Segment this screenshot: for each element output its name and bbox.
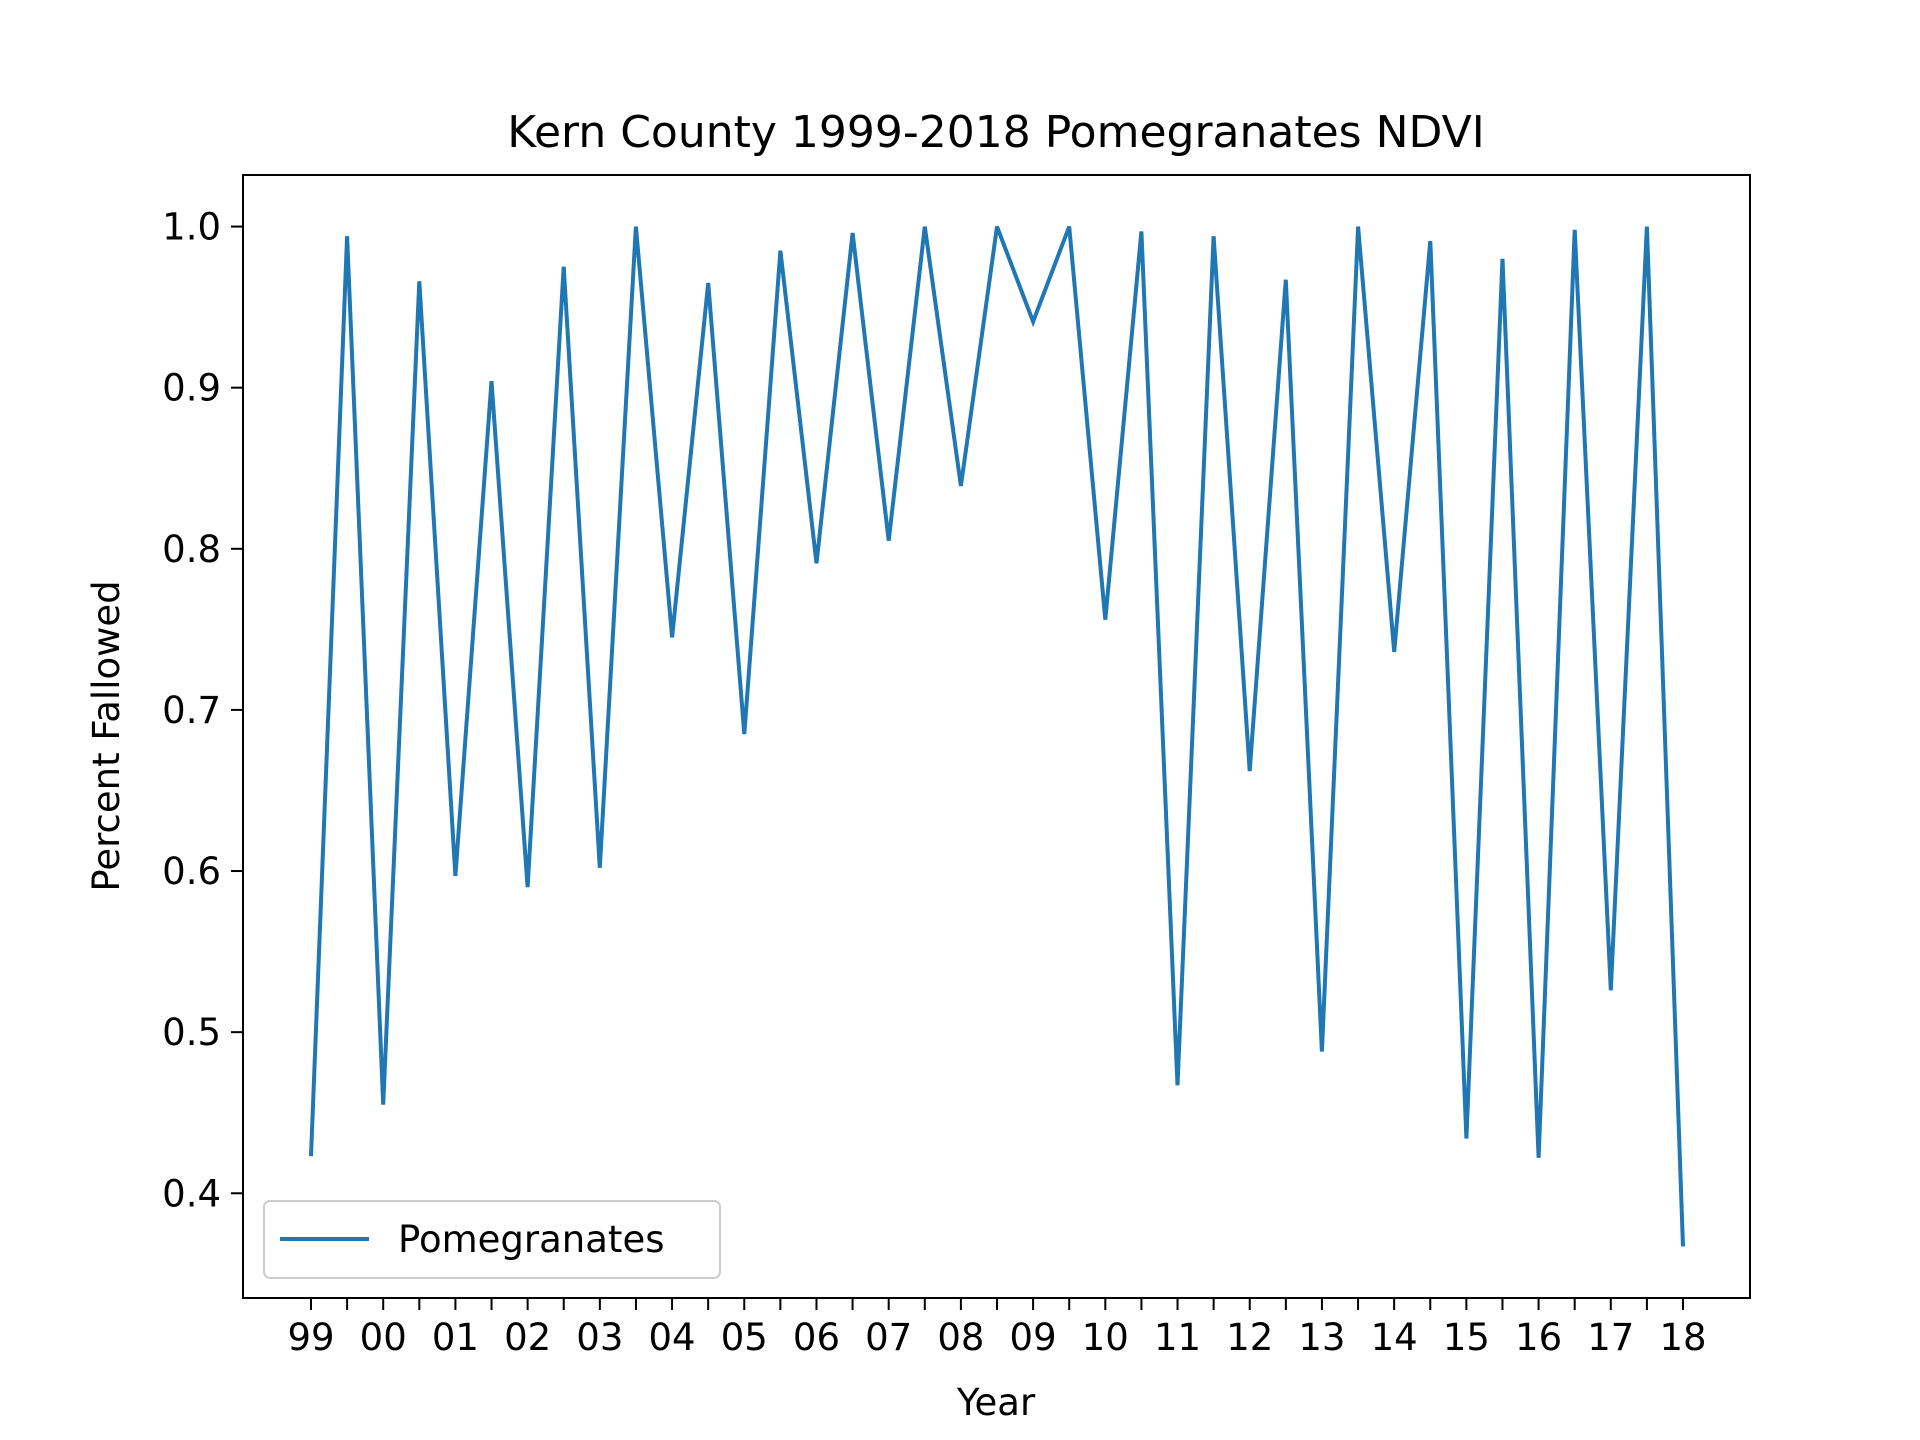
x-tick-label: 18	[1659, 1316, 1706, 1359]
y-axis: 0.4 0.5 0.6 0.7 0.8 0.9 1.0	[162, 206, 243, 1215]
y-tick-label: 0.5	[162, 1011, 221, 1054]
x-tick-label: 12	[1226, 1316, 1273, 1359]
x-tick-label: 17	[1587, 1316, 1634, 1359]
chart-title: Kern County 1999-2018 Pomegranates NDVI	[507, 107, 1484, 158]
y-tick-label: 0.9	[162, 367, 221, 410]
x-tick-label: 08	[937, 1316, 984, 1359]
x-tick-label: 05	[721, 1316, 768, 1359]
x-tick-label: 99	[287, 1316, 334, 1359]
x-tick-label: 13	[1298, 1316, 1345, 1359]
x-tick-label: 02	[504, 1316, 551, 1359]
x-axis: 99 00 01 02 03 04 05 06 07 08 09 10 11 12 13 14 15 16 17 18	[287, 1298, 1707, 1359]
y-tick-label: 0.8	[162, 528, 221, 571]
y-tick-label: 0.4	[162, 1172, 221, 1215]
y-tick-label: 0.6	[162, 850, 221, 893]
x-tick-label: 09	[1010, 1316, 1057, 1359]
x-tick-label: 04	[649, 1316, 696, 1359]
legend-box	[263, 1200, 721, 1279]
x-tick-label: 01	[432, 1316, 479, 1359]
y-axis-label: Percent Fallowed	[85, 580, 128, 891]
x-tick-label: 00	[360, 1316, 407, 1359]
legend-label-pomegranates: Pomegranates	[398, 1218, 664, 1261]
x-tick-label: 03	[576, 1316, 623, 1359]
x-tick-label: 06	[793, 1316, 840, 1359]
x-axis-label: Year	[956, 1381, 1036, 1424]
axes-frame	[242, 174, 1751, 1299]
y-tick-label: 1.0	[162, 206, 221, 249]
plot-area	[309, 225, 1685, 1247]
x-tick-label: 07	[865, 1316, 912, 1359]
x-tick-label: 14	[1371, 1316, 1418, 1359]
x-tick-label: 16	[1515, 1316, 1562, 1359]
x-tick-label: 10	[1082, 1316, 1129, 1359]
y-tick-label: 0.7	[162, 689, 221, 732]
series-line-pomegranates	[309, 225, 1685, 1247]
x-tick-label: 15	[1443, 1316, 1490, 1359]
legend: Pomegranates	[263, 1200, 721, 1279]
x-tick-label: 11	[1154, 1316, 1201, 1359]
